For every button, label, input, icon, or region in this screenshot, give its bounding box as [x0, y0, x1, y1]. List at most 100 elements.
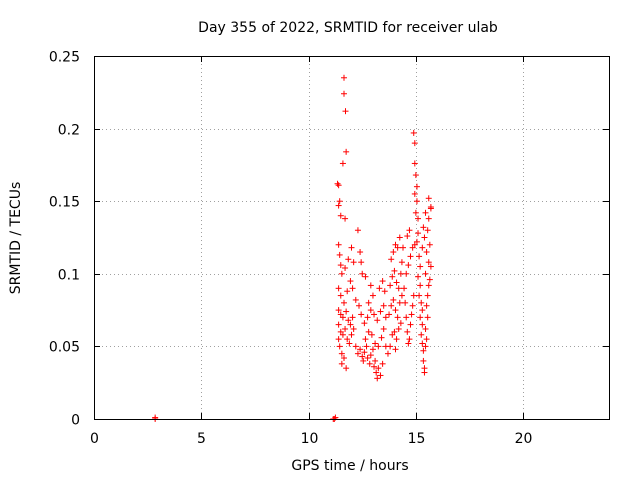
data-point [419, 340, 426, 347]
x-tick-label: 20 [515, 431, 533, 447]
data-point [413, 198, 420, 205]
data-point [420, 224, 427, 231]
data-point [350, 325, 357, 332]
data-point [362, 273, 369, 280]
data-point [369, 292, 376, 299]
data-point [361, 320, 368, 327]
data-point [343, 365, 350, 372]
data-point [404, 233, 411, 240]
data-point [344, 336, 351, 343]
data-point [348, 331, 355, 338]
data-point [395, 285, 402, 292]
data-point [403, 270, 410, 277]
data-point [411, 160, 418, 167]
data-point [336, 251, 343, 258]
data-point [339, 314, 346, 321]
data-point [354, 227, 361, 234]
data-point [395, 325, 402, 332]
data-point [336, 343, 343, 350]
data-point [407, 321, 414, 328]
data-point [417, 263, 424, 270]
data-point [422, 325, 429, 332]
data-point [409, 302, 416, 309]
x-tick-label: 5 [197, 431, 206, 447]
data-point [336, 198, 343, 205]
data-point [377, 372, 384, 379]
data-point [381, 288, 388, 295]
data-point [335, 307, 342, 314]
data-point [403, 314, 410, 321]
data-point [417, 282, 424, 289]
data-point [391, 267, 398, 274]
data-point [419, 321, 426, 328]
data-point [392, 346, 399, 353]
data-point [361, 349, 368, 356]
data-point [412, 172, 419, 179]
data-point [342, 264, 349, 271]
data-point [424, 227, 431, 234]
data-point [394, 244, 401, 251]
data-point [419, 244, 426, 251]
y-tick-label: 0.1 [58, 268, 80, 284]
data-point [358, 311, 365, 318]
data-point [337, 212, 344, 219]
data-point [345, 256, 352, 263]
data-point [424, 314, 431, 321]
data-point [410, 129, 417, 136]
data-point [387, 282, 394, 289]
data-point [394, 314, 401, 321]
data-point [340, 90, 347, 97]
data-point [398, 259, 405, 266]
data-point [357, 346, 364, 353]
data-point [349, 314, 356, 321]
data-point [393, 336, 400, 343]
data-point [378, 334, 385, 341]
data-point [402, 299, 409, 306]
x-tick-label: 0 [90, 431, 99, 447]
chart-title: Day 355 of 2022, SRMTID for receiver ula… [198, 20, 498, 36]
data-point [410, 292, 417, 299]
data-point [358, 259, 365, 266]
data-point [359, 353, 366, 360]
data-point [406, 336, 413, 343]
data-point [374, 317, 381, 324]
data-point [380, 302, 387, 309]
data-point [421, 369, 428, 376]
data-point [343, 308, 350, 315]
data-point [425, 282, 432, 289]
data-point [418, 299, 425, 306]
data-point [411, 140, 418, 147]
data-point [340, 299, 347, 306]
data-point [405, 262, 412, 269]
data-point [338, 360, 345, 367]
data-point [424, 292, 431, 299]
data-point [335, 336, 342, 343]
data-point [366, 360, 373, 367]
data-point [388, 256, 395, 263]
data-point [340, 355, 347, 362]
data-point [396, 299, 403, 306]
data-point [338, 270, 345, 277]
data-point [373, 369, 380, 376]
data-point [417, 314, 424, 321]
data-point [425, 215, 432, 222]
data-point [389, 273, 396, 280]
data-point [348, 244, 355, 251]
data-point [379, 278, 386, 285]
data-point [359, 270, 366, 277]
data-point [404, 328, 411, 335]
data-point [412, 209, 419, 216]
data-point [371, 311, 378, 318]
y-tick-label: 0.05 [49, 340, 80, 356]
data-point [396, 234, 403, 241]
data-point [368, 331, 375, 338]
data-point [390, 296, 397, 303]
data-point [335, 321, 342, 328]
data-point [374, 375, 381, 382]
data-point [398, 292, 405, 299]
data-point [335, 285, 342, 292]
data-point [350, 259, 357, 266]
data-point [335, 202, 342, 209]
data-point [423, 249, 430, 256]
data-point [400, 244, 406, 251]
